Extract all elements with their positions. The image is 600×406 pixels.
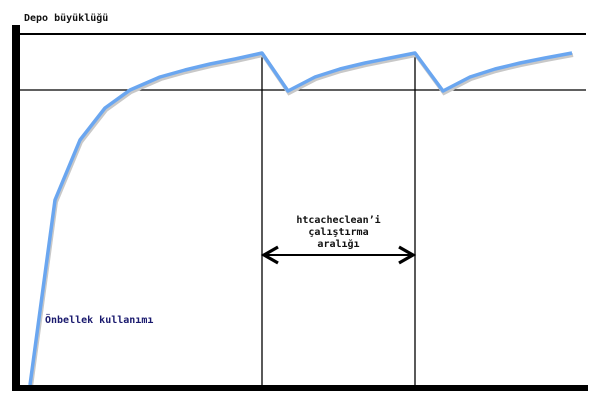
cache-usage-curve (28, 51, 573, 386)
interval-label: htcacheclean’i çalıştırma aralığı (262, 215, 415, 251)
interval-label-line: htcacheclean’i (296, 215, 381, 226)
y-axis (12, 25, 20, 391)
x-axis (12, 385, 588, 391)
interval-label-line: aralığı (317, 239, 360, 250)
y-axis-label: Depo büyüklüğü (24, 13, 109, 24)
curve-label: Önbellek kullanımı (45, 315, 154, 326)
cache-usage-curve-shadow (29, 52, 574, 388)
interval-label-line: çalıştırma (308, 227, 369, 238)
